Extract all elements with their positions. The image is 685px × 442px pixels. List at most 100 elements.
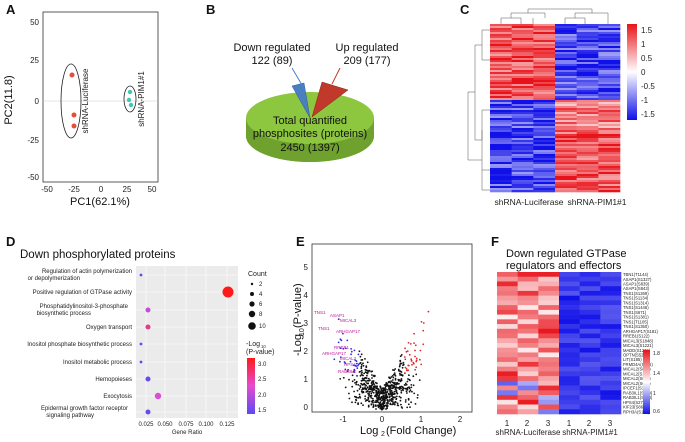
heatmap-cell — [511, 90, 534, 93]
volcano-point — [369, 388, 372, 391]
heatmap-cell — [490, 166, 512, 169]
heatmap-cell — [579, 371, 601, 377]
volcano-point — [387, 400, 389, 403]
heatmap-cell — [490, 132, 512, 135]
heatmap-cell — [600, 361, 622, 367]
heatmap-cell — [490, 110, 512, 113]
heatmap-cell — [600, 324, 622, 330]
heatmap-cell — [490, 34, 512, 37]
heatmap-cell — [555, 88, 577, 91]
heatmap-cell — [555, 176, 577, 179]
heatmap-cell — [490, 128, 512, 131]
volcano-point — [386, 384, 389, 386]
heatmap-c-label-luciferase: shRNA-Luciferase — [495, 197, 564, 207]
volcano-point — [384, 399, 386, 402]
volcano-point — [354, 396, 357, 398]
volcano-point — [389, 391, 392, 393]
volcano-point — [364, 377, 366, 379]
pca-xtick-0: 0 — [99, 185, 104, 194]
volcano-point — [406, 387, 409, 389]
heatmap-cell — [517, 343, 539, 349]
volcano-ylabel-group: -Log 10 (P-value) — [292, 283, 306, 356]
term-label: Inositol phosphate biosynthetic process — [27, 342, 132, 348]
volcano-point — [380, 395, 383, 398]
heatmap-cell — [600, 319, 622, 325]
heatmap-cell — [576, 190, 599, 193]
heatmap-cell — [555, 32, 577, 35]
volcano-point — [346, 370, 349, 373]
heatmap-cell — [598, 148, 621, 151]
heatmap-cell — [576, 118, 599, 121]
volcano-point — [420, 321, 423, 323]
heatmap-cell — [533, 36, 556, 39]
volcano-point — [392, 376, 395, 379]
pca-xtick-m50: -50 — [41, 185, 53, 194]
heatmap-cell — [555, 24, 577, 27]
heatmap-cell — [490, 158, 512, 161]
volcano-point — [379, 402, 381, 404]
heatmap-cell — [555, 28, 577, 31]
volcano-point — [406, 369, 409, 372]
heatmap-cell — [511, 72, 534, 75]
volcano-point — [393, 372, 396, 374]
heatmap-cell — [517, 395, 539, 401]
volcano-point — [398, 365, 401, 368]
volcano-point — [368, 394, 370, 397]
volcano-point — [400, 374, 403, 377]
heatmap-cell — [533, 96, 556, 99]
heatmap-cell — [490, 164, 512, 167]
heatmap-cell — [533, 132, 556, 135]
heatmap-cell — [555, 52, 577, 55]
legend-f-tick: 1 — [653, 391, 656, 397]
up-regulated-value: 209 (177) — [343, 55, 390, 67]
heatmap-cell — [576, 102, 599, 105]
heatmap-cell — [555, 112, 577, 115]
volcano-point — [363, 383, 365, 385]
gene-label: ARHGAP17(S181) — [623, 329, 659, 334]
heatmap-cell — [490, 148, 512, 151]
gene-label: RREB1(S122) — [623, 334, 650, 339]
count-legend-dot — [248, 322, 256, 330]
heatmap-cell — [576, 72, 599, 75]
heatmap-cell — [600, 409, 622, 415]
heatmap-cell — [517, 376, 539, 382]
heatmap-cell — [511, 190, 534, 193]
heatmap-cell — [490, 118, 512, 121]
heatmap-cell — [533, 26, 556, 29]
heatmap-cell — [576, 114, 599, 117]
heatmap-cell — [538, 333, 560, 339]
volcano-point — [406, 392, 408, 394]
volcano-point — [361, 391, 364, 394]
volcano-point — [359, 355, 362, 358]
enrichment-dot — [139, 360, 143, 364]
heatmap-cell — [555, 60, 577, 63]
heatmap-cell — [533, 70, 556, 73]
heatmap-cell — [555, 122, 577, 125]
gene-label: ARHGAP17 — [322, 351, 347, 356]
count-legend-dot — [250, 282, 254, 286]
heatmap-cell — [598, 86, 621, 89]
volcano-point — [351, 401, 353, 404]
gene-label: HPS4(S272) — [623, 400, 647, 405]
heatmap-cell — [555, 150, 577, 153]
volcano-point — [359, 374, 362, 377]
heatmap-cell — [598, 132, 621, 135]
volcano-point — [390, 380, 392, 383]
heatmap-cell — [497, 286, 518, 292]
heatmap-cell — [533, 152, 556, 155]
heatmap-cell — [576, 112, 599, 115]
volcano-point — [407, 403, 410, 406]
heatmap-cell — [511, 76, 534, 79]
heatmap-cell — [533, 80, 556, 83]
volcano-point — [357, 383, 360, 386]
heatmap-cell — [598, 160, 621, 163]
heatmap-cell — [598, 182, 621, 185]
heatmap-cell — [600, 390, 622, 396]
heatmap-cell — [517, 338, 539, 344]
volcano-point — [337, 341, 340, 344]
heatmap-cell — [598, 112, 621, 115]
heatmap-cell — [555, 170, 577, 173]
heatmap-cell — [490, 172, 512, 175]
heatmap-cell — [490, 134, 512, 137]
gene-label: ASAP1(S839) — [623, 281, 650, 286]
